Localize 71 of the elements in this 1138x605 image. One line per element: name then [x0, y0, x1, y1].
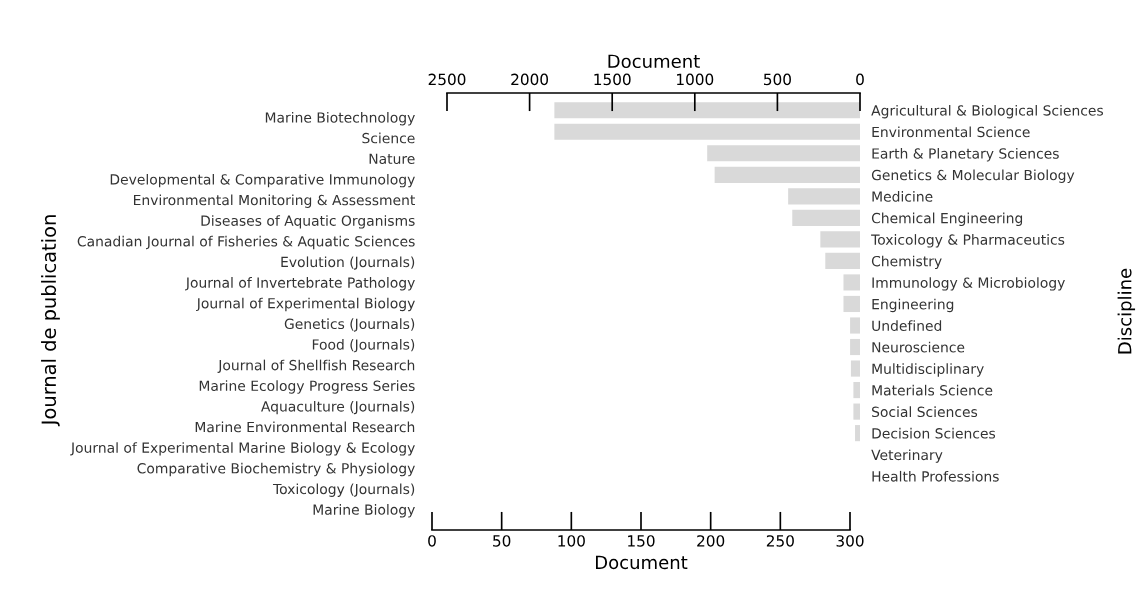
y-tick-label: Food (Journals)	[312, 338, 415, 353]
bar	[853, 382, 860, 399]
y-tick-label: Comparative Biochemistry & Physiology	[137, 462, 415, 477]
y-tick-label: Genetics (Journals)	[284, 318, 415, 332]
y-tick-label: Neuroscience	[872, 341, 965, 353]
y-tick-label: Journal of Experimental Biology	[196, 297, 415, 312]
y-tick-label: Toxicology (Journals)	[272, 483, 415, 497]
x-tick-label: 50	[493, 535, 511, 547]
y-tick-label: Aquaculture (Journals)	[261, 400, 415, 415]
x-axis-title: Document	[596, 555, 688, 570]
bar	[853, 403, 860, 420]
bar	[554, 102, 860, 119]
y-tick-label: Chemistry	[871, 255, 942, 270]
y-tick-label: Chemical Engineering	[871, 212, 1023, 227]
y-tick-label: Diseases of Aquatic Organisms	[201, 215, 415, 229]
y-tick-label: Decision Sciences	[872, 427, 996, 439]
x-tick-label: 300	[836, 535, 864, 547]
y-tick-label: Marine Environmental Research	[195, 421, 415, 433]
x-tick-label: 250	[766, 535, 794, 547]
x-tick-label: 150	[628, 535, 655, 547]
bar	[792, 209, 860, 226]
y-tick-label: Journal of Experimental Marine Biology & Ecology	[70, 442, 415, 456]
y-tick-label: Materials Science	[872, 384, 993, 396]
bar	[707, 145, 860, 162]
y-tick-label: Multidisciplinary	[872, 363, 984, 377]
x-axis-title: Document	[608, 54, 700, 69]
bar	[825, 252, 860, 269]
bar	[820, 231, 860, 248]
y-tick-label: Marine Biology	[313, 504, 415, 518]
y-axis-title: Journal de publication	[41, 215, 60, 427]
bar	[850, 338, 860, 356]
y-tick-label: Environmental Science	[872, 126, 1030, 138]
y-tick-label: Medicine	[872, 191, 933, 202]
y-tick-label: Journal of Invertebrate Pathology	[185, 277, 415, 291]
y-tick-label: Science	[362, 132, 415, 144]
x-tick-label: 0	[428, 535, 436, 547]
y-tick-label: Earth & Planetary Sciences	[872, 148, 1059, 162]
bar	[843, 295, 860, 313]
y-tick-label: Engineering	[872, 298, 954, 313]
y-tick-label: Social Sciences	[872, 406, 978, 418]
bar	[714, 166, 860, 183]
x-tick-label: 100	[558, 535, 585, 547]
y-tick-label: Marine Biotechnology	[265, 111, 415, 126]
bar	[850, 317, 860, 334]
y-tick-label: Genetics & Molecular Biology	[871, 169, 1075, 183]
y-tick-label: Veterinary	[871, 449, 943, 463]
y-tick-label: Canadian Journal of Fisheries & Aquatic Sciences	[77, 235, 415, 250]
y-tick-label: Marine Ecology Progress Series	[199, 380, 415, 394]
y-tick-label: Developmental & Comparative Immunology	[110, 173, 415, 188]
x-tick-label: 2000	[511, 73, 549, 86]
x-tick-label: 2500	[428, 73, 466, 86]
y-tick-label: Toxicology & Pharmaceutics	[871, 234, 1065, 248]
bar	[788, 188, 860, 205]
bar	[855, 425, 860, 442]
x-tick-label: 1500	[594, 73, 631, 86]
y-tick-label: Nature	[369, 153, 415, 164]
x-tick-label: 1000	[677, 73, 714, 86]
y-tick-label: Evolution (Journals)	[281, 256, 415, 270]
y-tick-label: Agricultural & Biological Sciences	[871, 104, 1104, 119]
y-tick-label: Journal of Shellfish Research	[217, 359, 415, 373]
bar	[850, 360, 860, 377]
x-tick-label: 0	[856, 73, 864, 86]
x-tick-label: 500	[764, 73, 791, 86]
bar	[843, 274, 860, 291]
y-tick-label: Immunology & Microbiology	[872, 277, 1065, 291]
y-tick-label: Health Professions	[872, 470, 999, 482]
x-tick-label: 200	[697, 535, 725, 547]
y-tick-label: Undefined	[872, 320, 942, 331]
y-tick-label: Environmental Monitoring & Assessment	[133, 194, 416, 208]
y-axis-title: Discipline	[1117, 268, 1136, 354]
bar	[554, 123, 860, 140]
